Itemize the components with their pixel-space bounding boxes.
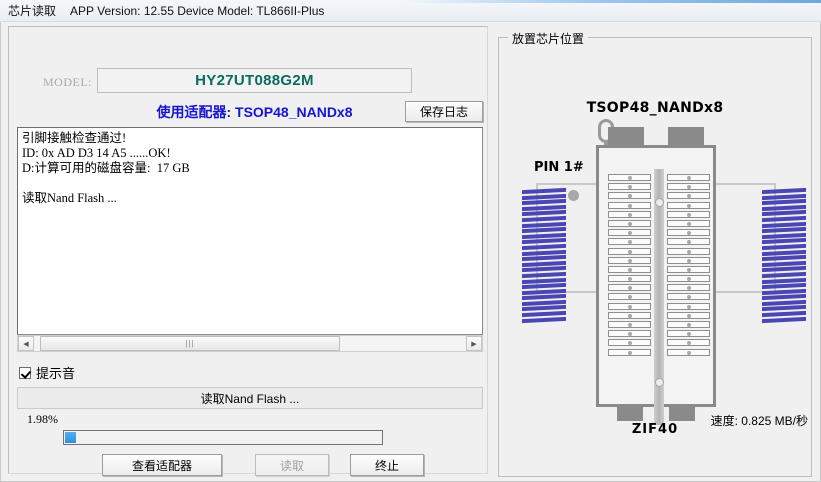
socket-slot xyxy=(608,311,651,319)
socket-slot xyxy=(608,348,651,356)
read-button[interactable]: 读取 xyxy=(255,454,329,476)
socket-slot xyxy=(608,174,651,181)
model-value: HY27UT088G2M xyxy=(195,72,314,89)
socket-slot xyxy=(608,256,651,264)
zif-socket-label: ZIF40 xyxy=(631,422,679,437)
socket-foot-left xyxy=(617,407,643,421)
socket-slot xyxy=(608,229,651,237)
socket-foot-right xyxy=(669,407,695,421)
socket-tab-left xyxy=(608,127,644,145)
socket-slot xyxy=(667,210,710,218)
socket-slots-right xyxy=(667,174,710,356)
chip-pin xyxy=(522,243,566,251)
socket-slot xyxy=(667,238,710,246)
window-client-area: MODEL: HY27UT088G2M 使用适配器: TSOP48_NANDx8… xyxy=(0,22,821,482)
chip-pin xyxy=(522,271,566,279)
socket-slot xyxy=(608,275,651,283)
beep-label: 提示音 xyxy=(36,366,76,381)
socket-slot xyxy=(667,275,710,283)
socket-slot xyxy=(608,210,651,218)
log-line: ID: 0x AD D3 14 A5 ......OK! xyxy=(22,146,171,160)
progress-percent-label: 1.98% xyxy=(27,412,58,426)
socket-slot xyxy=(608,330,651,338)
beep-checkbox[interactable] xyxy=(19,366,31,379)
chip-pin1-marker-icon xyxy=(568,190,579,201)
socket-slot xyxy=(608,321,651,328)
socket-slots-left xyxy=(608,174,651,356)
chip-pin xyxy=(762,271,806,279)
socket-slot xyxy=(667,229,710,237)
progress-bar-fill xyxy=(65,432,77,443)
model-field: HY27UT088G2M xyxy=(97,68,412,93)
scrollbar-thumb[interactable]: ||| xyxy=(40,336,340,351)
socket-slot xyxy=(667,192,710,200)
socket-slot xyxy=(608,293,651,301)
action-button-row: 查看适配器 读取 终止 xyxy=(17,454,483,478)
operation-status-bar: 读取Nand Flash ... xyxy=(17,387,483,409)
log-output-box[interactable]: 引脚接触检查通过! ID: 0x AD D3 14 A5 ......OK! D… xyxy=(17,127,483,335)
progress-bar xyxy=(63,430,383,445)
version-info: APP Version: 12.55 Device Model: TL866II… xyxy=(70,3,325,18)
socket-slot xyxy=(667,348,710,356)
socket-slot xyxy=(667,339,710,347)
log-line: 读取Nand Flash ... xyxy=(22,191,117,205)
log-horizontal-scrollbar[interactable]: ◀ ||| ▶ xyxy=(17,335,483,352)
socket-slot xyxy=(608,192,651,200)
stop-button[interactable]: 终止 xyxy=(350,454,424,476)
view-adapter-button[interactable]: 查看适配器 xyxy=(102,454,222,476)
socket-slot xyxy=(667,330,710,338)
socket-slot xyxy=(608,238,651,246)
socket-slot xyxy=(608,201,651,209)
socket-center-ring-bottom-icon xyxy=(655,378,664,387)
socket-slot xyxy=(667,321,710,328)
scroll-left-arrow-icon[interactable]: ◀ xyxy=(18,336,34,351)
log-line: 引脚接触检查通过! xyxy=(22,131,127,145)
socket-slot xyxy=(608,247,651,255)
adapter-in-use-text: 使用适配器: TSOP48_NANDx8 xyxy=(156,104,353,120)
log-line: D:计算可用的磁盘容量: 17 GB xyxy=(22,161,190,175)
scroll-right-arrow-icon[interactable]: ▶ xyxy=(466,336,482,351)
socket-slot xyxy=(608,183,651,191)
socket-slot xyxy=(608,219,651,227)
socket-slot xyxy=(667,174,710,181)
chip-placement-groupbox xyxy=(498,37,812,477)
chip-placement-title: 放置芯片位置 xyxy=(508,30,589,47)
socket-body xyxy=(596,145,716,425)
socket-tab-right xyxy=(668,127,704,145)
chip-pins-left xyxy=(522,187,566,323)
beep-checkbox-row[interactable]: 提示音 xyxy=(19,363,75,382)
socket-slot xyxy=(608,302,651,310)
socket-slot xyxy=(667,293,710,301)
scrollbar-track[interactable]: ||| xyxy=(34,336,466,351)
app-title: 芯片读取 xyxy=(8,4,57,18)
save-log-button[interactable]: 保存日志 xyxy=(405,101,483,122)
socket-slot xyxy=(667,265,710,273)
speed-label: 速度: 0.825 MB/秒 xyxy=(710,414,808,428)
socket-slot xyxy=(667,311,710,319)
socket-slot xyxy=(667,302,710,310)
socket-slot xyxy=(667,284,710,292)
adapter-name-label: TSOP48_NANDx8 xyxy=(586,100,724,116)
socket-slot xyxy=(667,219,710,227)
log-line xyxy=(22,176,478,191)
model-label: MODEL: xyxy=(43,75,92,89)
socket-slot xyxy=(667,201,710,209)
socket-slot xyxy=(667,256,710,264)
pin1-label: PIN 1# xyxy=(534,160,584,175)
socket-slot xyxy=(608,265,651,273)
socket-center-ring-top-icon xyxy=(655,198,664,207)
socket-slot xyxy=(667,183,710,191)
socket-slot xyxy=(667,247,710,255)
chip-pins-right xyxy=(762,187,806,323)
socket-slot xyxy=(608,339,651,347)
socket-center-rail xyxy=(654,169,664,425)
zif-socket-graphic xyxy=(596,119,716,425)
window-title-bar: 芯片读取 APP Version: 12.55 Device Model: TL… xyxy=(0,0,821,22)
chip-pin xyxy=(762,243,806,251)
title-accent-line xyxy=(401,0,821,3)
socket-slot xyxy=(608,284,651,292)
